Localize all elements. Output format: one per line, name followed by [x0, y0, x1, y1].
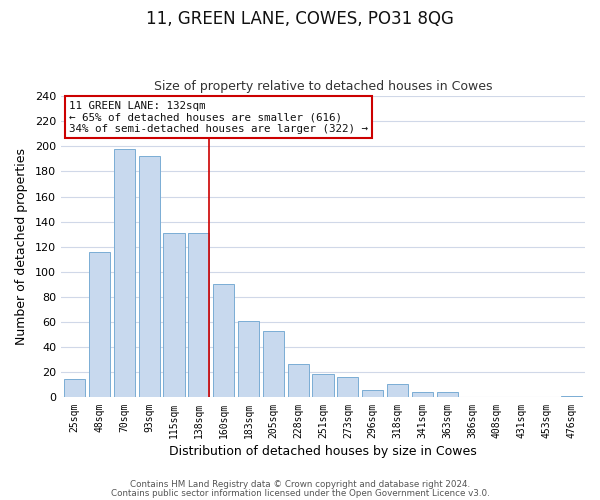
Bar	[238, 321, 259, 398]
Title: Size of property relative to detached houses in Cowes: Size of property relative to detached ho…	[154, 80, 492, 94]
Bar	[139, 156, 160, 398]
Text: 11, GREEN LANE, COWES, PO31 8QG: 11, GREEN LANE, COWES, PO31 8QG	[146, 10, 454, 28]
Text: Contains public sector information licensed under the Open Government Licence v3: Contains public sector information licen…	[110, 489, 490, 498]
Bar	[64, 378, 85, 398]
Bar	[213, 284, 234, 398]
Bar	[561, 396, 582, 398]
Bar	[163, 233, 185, 398]
Bar	[313, 374, 334, 398]
X-axis label: Distribution of detached houses by size in Cowes: Distribution of detached houses by size …	[169, 444, 477, 458]
Bar	[287, 364, 309, 398]
Bar	[89, 252, 110, 398]
Bar	[437, 392, 458, 398]
Text: Contains HM Land Registry data © Crown copyright and database right 2024.: Contains HM Land Registry data © Crown c…	[130, 480, 470, 489]
Bar	[337, 378, 358, 398]
Bar	[362, 390, 383, 398]
Bar	[188, 233, 209, 398]
Text: 11 GREEN LANE: 132sqm
← 65% of detached houses are smaller (616)
34% of semi-det: 11 GREEN LANE: 132sqm ← 65% of detached …	[69, 100, 368, 134]
Bar	[387, 384, 408, 398]
Bar	[263, 331, 284, 398]
Bar	[114, 149, 135, 398]
Bar	[412, 392, 433, 398]
Y-axis label: Number of detached properties: Number of detached properties	[15, 148, 28, 345]
